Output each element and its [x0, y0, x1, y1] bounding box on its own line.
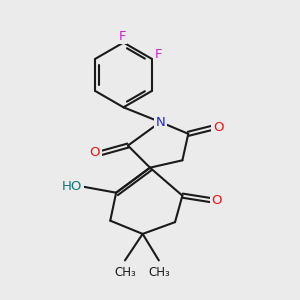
Text: CH₃: CH₃: [114, 266, 136, 279]
Text: CH₃: CH₃: [148, 266, 170, 279]
Text: N: N: [155, 116, 165, 128]
Text: HO: HO: [62, 180, 82, 193]
Text: F: F: [118, 29, 126, 43]
Text: F: F: [154, 48, 162, 61]
Text: O: O: [90, 146, 100, 159]
Text: O: O: [213, 122, 224, 134]
Text: O: O: [212, 194, 222, 207]
